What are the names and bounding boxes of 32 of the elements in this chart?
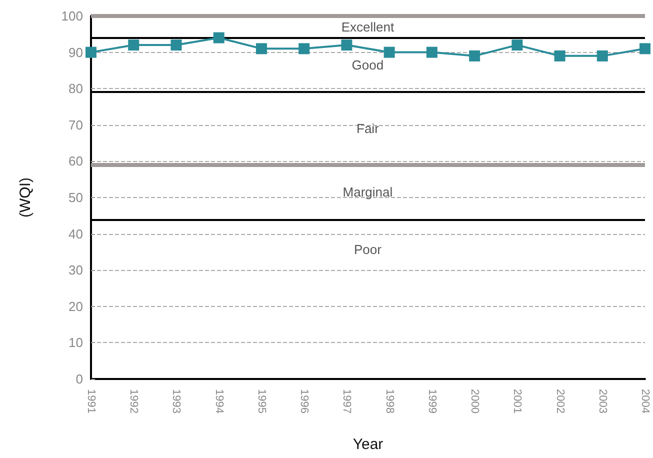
- x-tick-label: 1999: [426, 389, 438, 414]
- x-tick-label: 1993: [170, 389, 182, 414]
- x-tick-label: 1992: [128, 389, 140, 414]
- y-axis-title: (WQI): [17, 178, 34, 218]
- x-tick-label: 2003: [596, 389, 608, 414]
- annotation: Marginal: [342, 184, 393, 200]
- x-tick-label: 2000: [468, 389, 481, 414]
- y-tick-label: 70: [68, 117, 83, 132]
- x-tick-label: 2001: [511, 389, 524, 414]
- x-tick-label: 1997: [340, 389, 353, 414]
- y-tick-label: 0: [76, 372, 83, 386]
- y-tick-label: 90: [68, 44, 83, 60]
- x-tick-label: 2004: [639, 389, 651, 414]
- y-tick-label: 80: [68, 81, 83, 96]
- x-tick-label: 1991: [85, 389, 97, 414]
- x-tick-label: 2002: [554, 389, 566, 414]
- x-tick-label: 1998: [383, 389, 396, 414]
- x-tick-label: 1996: [298, 389, 310, 414]
- y-tick-label: 10: [68, 335, 83, 350]
- y-tick-label: 20: [68, 298, 83, 314]
- y-tick-label: 30: [68, 262, 83, 278]
- y-tick-label: 40: [68, 226, 83, 242]
- annotation: Fair: [356, 121, 380, 136]
- y-tick-label: 50: [68, 190, 83, 205]
- annotation: Excellent: [341, 19, 394, 34]
- y-tick-label: 60: [68, 154, 83, 169]
- y-tick-label: 100: [61, 8, 83, 24]
- annotation: Poor: [354, 242, 382, 257]
- x-axis-title: Year: [352, 436, 384, 453]
- annotation: Good: [352, 58, 384, 73]
- x-tick-label: 1994: [212, 389, 225, 414]
- x-tick-label: 1995: [255, 389, 268, 414]
